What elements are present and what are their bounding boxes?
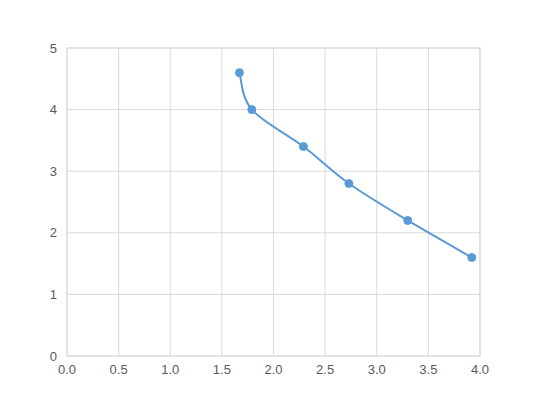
y-tick-label: 2 — [50, 225, 57, 240]
series-marker — [248, 106, 256, 114]
x-tick-label: 3.0 — [368, 362, 386, 377]
chart-container: 0.0 0.5 1.0 1.5 2.0 2.5 3.0 3.5 4.0 0 1 2 3 4 5 — [0, 0, 533, 400]
x-tick-label: 2.0 — [264, 362, 282, 377]
series-line — [239, 73, 471, 258]
y-tick-label: 5 — [50, 41, 57, 56]
x-tick-label: 3.5 — [419, 362, 437, 377]
y-tick-label: 0 — [50, 349, 57, 364]
x-grid-line — [273, 48, 274, 356]
series-marker — [468, 253, 476, 261]
y-grid-line — [67, 232, 480, 233]
x-grid-line — [118, 48, 119, 356]
x-tick-label: 1.5 — [213, 362, 231, 377]
y-tick-label: 1 — [50, 287, 57, 302]
background — [0, 0, 533, 400]
series-marker — [235, 69, 243, 77]
series — [235, 69, 475, 262]
x-tick-label: 4.0 — [471, 362, 489, 377]
x-grid-line — [428, 48, 429, 356]
y-grid-line — [67, 294, 480, 295]
x-grid-line — [170, 48, 171, 356]
tick-labels: 0.0 0.5 1.0 1.5 2.0 2.5 3.0 3.5 4.0 0 1 2 3 4 5 — [50, 41, 489, 378]
y-tick-label: 3 — [50, 164, 57, 179]
x-grid-line — [325, 48, 326, 356]
x-grid-line — [221, 48, 222, 356]
x-tick-label: 0.5 — [110, 362, 128, 377]
series-marker — [299, 143, 307, 151]
plot-frame — [67, 48, 480, 356]
y-grid-line — [67, 171, 480, 172]
x-tick-label: 0.0 — [58, 362, 76, 377]
series-marker — [404, 216, 412, 224]
chart-svg: 0.0 0.5 1.0 1.5 2.0 2.5 3.0 3.5 4.0 0 1 2 3 4 5 — [0, 0, 533, 400]
grid — [67, 48, 480, 356]
y-grid-line — [67, 109, 480, 110]
x-tick-label: 1.0 — [161, 362, 179, 377]
x-tick-label: 2.5 — [316, 362, 334, 377]
series-marker — [345, 180, 353, 188]
y-tick-label: 4 — [50, 102, 57, 117]
